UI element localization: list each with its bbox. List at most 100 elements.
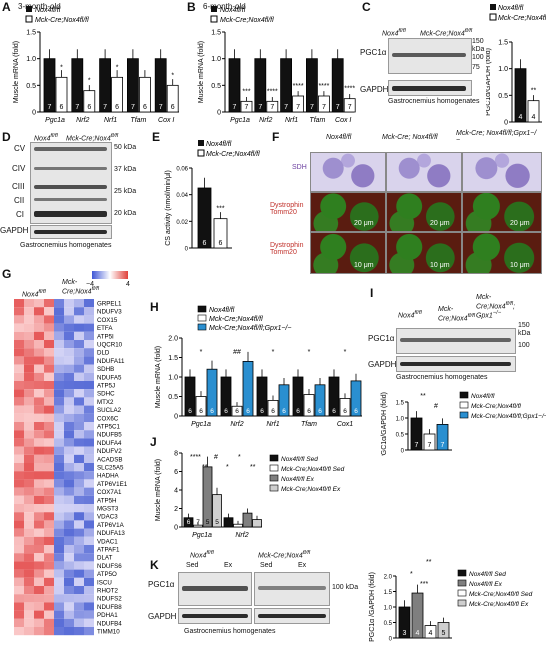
header-ctrl: Nox4fl/fl	[382, 28, 406, 38]
heatmap-cell	[14, 495, 24, 504]
heatmap-cell	[64, 536, 74, 545]
n-label: 6	[296, 408, 300, 415]
heatmap-cell	[74, 454, 84, 463]
gene-label: ISCU	[97, 579, 112, 586]
heatmap-cell	[64, 471, 74, 480]
significance: **	[426, 559, 432, 566]
heatmap-cell	[44, 413, 54, 422]
western-blot	[396, 328, 516, 354]
heatmap-cell	[14, 340, 24, 349]
heatmap-cell	[84, 364, 94, 373]
blot-caption: Gastrocnemius homogenates	[20, 242, 112, 249]
header-ctrl: Nox4fl/fl	[22, 289, 46, 299]
heatmap-cell	[44, 323, 54, 332]
heatmap-cell	[34, 413, 44, 422]
y-tick-label: 0.5	[384, 621, 393, 627]
y-tick-label: 2	[174, 506, 178, 513]
y-axis-label: Muscle mRNA (fold)	[155, 459, 162, 521]
heatmap-cell	[44, 307, 54, 316]
heatmap-cell	[84, 430, 94, 439]
heatmap-cell	[14, 602, 24, 611]
heatmap-cell	[54, 405, 64, 414]
heatmap-cell	[44, 438, 54, 447]
heatmap-cell	[44, 446, 54, 455]
heatmap-cell	[84, 512, 94, 521]
heatmap-cell	[34, 372, 44, 381]
significance: ##	[233, 349, 241, 356]
western-blot-gapdh	[178, 608, 252, 624]
y-tick-label: 2.0	[384, 575, 393, 581]
significance: **	[420, 393, 426, 400]
y-tick-label: 1.0	[384, 606, 393, 612]
panel-letter: D	[2, 130, 11, 144]
n-label: 6	[224, 408, 228, 415]
heatmap-cell	[84, 315, 94, 324]
legend-label: Nox4fl/fl	[498, 5, 524, 12]
heatmap-cell	[24, 438, 34, 447]
scale-bar-label: 10 μm	[510, 262, 530, 269]
gene-label: ACADSB	[97, 456, 122, 463]
heatmap-cell	[14, 397, 24, 406]
heatmap-cell	[24, 627, 34, 636]
heatmap-cell	[74, 487, 84, 496]
heatmap-cell	[64, 348, 74, 357]
heatmap-cell	[84, 627, 94, 636]
legend-label: Nox4fl/fl	[209, 307, 235, 314]
n-label: 7	[258, 104, 262, 111]
heatmap-cell	[44, 364, 54, 373]
blot-label-pgc1a: PGC1α	[368, 334, 395, 343]
y-tick-label: 0	[32, 110, 36, 117]
gene-label: NDUFA4	[97, 440, 122, 447]
legend-label: Nox4fl/fl	[35, 7, 61, 14]
n-label: 6	[199, 408, 203, 415]
heatmap-cell	[64, 315, 74, 324]
micrograph	[310, 232, 386, 274]
heatmap-cell	[24, 430, 34, 439]
y-tick-label: 0.5	[211, 83, 221, 90]
heatmap-cell	[84, 536, 94, 545]
heatmap-cell	[74, 602, 84, 611]
heatmap-cell	[44, 553, 54, 562]
significance: *	[344, 349, 347, 356]
heatmap-cell	[24, 348, 34, 357]
gene-label: NDUFV2	[97, 448, 122, 455]
col-gpx: Mck-Cre; Nox4fl/fl;Gpx1−/−	[456, 130, 537, 144]
heatmap-cell	[24, 463, 34, 472]
legend-label: Nox4fl/fl	[206, 141, 232, 148]
header-ko: Mck-Cre;Nox4fl/fl	[66, 133, 119, 143]
heatmap-cell	[54, 340, 64, 349]
blot-band	[34, 198, 107, 201]
heatmap-cell	[14, 307, 24, 316]
significance: **	[250, 464, 256, 471]
micrograph	[386, 232, 462, 274]
gene-label: NDUFA13	[97, 530, 125, 537]
significance: *	[308, 349, 311, 356]
y-tick-label: 4	[174, 488, 178, 495]
heatmap-cell	[14, 299, 24, 308]
row-cv: CV	[14, 144, 26, 153]
heatmap-cell	[64, 618, 74, 627]
legend-label: Mck-Cre;Nox4fl/fl	[498, 15, 546, 22]
scale-max: 4	[126, 281, 130, 288]
legend-label: Mck-Cre;Nox4fl/fl	[209, 316, 263, 323]
heatmap-cell	[14, 577, 24, 586]
heatmap-cell	[64, 610, 74, 619]
panel-b: B 6-month-old 0 0.5 1.0 1.5 Muscle mRNA (fol…	[185, 0, 360, 130]
gene-label: COX7A1	[97, 489, 122, 496]
heatmap-cell	[34, 323, 44, 332]
gene-label: DLAT	[97, 555, 113, 562]
heatmap-cell	[44, 610, 54, 619]
heatmap-cell	[74, 627, 84, 636]
heatmap-cell	[64, 512, 74, 521]
header-gpx: Mck-Cre;Nox4fl/fl; Gpx1−/−	[476, 294, 515, 320]
kda-100: 100	[472, 54, 484, 61]
gene-label: NDUFB5	[97, 432, 122, 439]
heatmap-cell	[64, 561, 74, 570]
heatmap-cell	[84, 422, 94, 431]
heatmap-cell	[34, 364, 44, 373]
heatmap-cell	[54, 520, 64, 529]
significance: **	[531, 88, 537, 95]
n-label: 7	[196, 519, 200, 526]
category-label: Pgc1a	[230, 117, 250, 124]
category-label: Nrf2	[235, 532, 248, 539]
